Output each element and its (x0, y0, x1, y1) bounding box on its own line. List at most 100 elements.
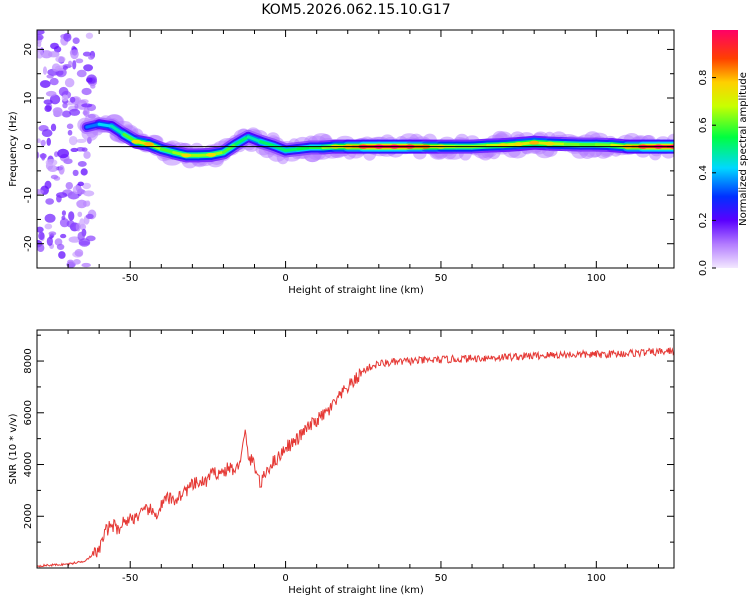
noise-blob (75, 222, 81, 232)
ridge-segment (85, 122, 101, 129)
y-tick-label: -10 (23, 187, 34, 203)
x-tick-label: 50 (435, 273, 448, 284)
y-tick-label: 20 (23, 43, 34, 56)
colorbar-tick-label: 0.0 (698, 260, 709, 276)
colorbar-gradient (712, 30, 738, 268)
noise-blob (61, 210, 66, 216)
noise-blob (61, 110, 72, 118)
noise-blob (75, 138, 87, 143)
ridge-segment (246, 135, 263, 144)
noise-blob (57, 148, 69, 159)
colorbar-ticks: 0.0 0.2 0.4 0.6 0.8 (698, 70, 716, 276)
noise-blob (50, 42, 59, 50)
noise-blob (83, 64, 94, 72)
noise-blob (82, 51, 92, 57)
noise-blob (77, 211, 83, 218)
noise-blob (44, 213, 56, 223)
noise-blob (68, 211, 75, 221)
noise-blob (81, 87, 92, 96)
x-tick-label: 0 (282, 573, 288, 584)
noise-blob (61, 215, 66, 220)
colorbar-label: Normalized spectral amplitude (738, 72, 749, 226)
ridge-peak (513, 142, 524, 147)
noise-blob (70, 49, 79, 60)
noise-blob (83, 107, 90, 117)
noise-blob (83, 190, 95, 197)
noise-blob (90, 83, 96, 89)
colorbar-tick-label: 0.6 (698, 117, 709, 133)
noise-blob (66, 123, 74, 130)
snr-x-ticks: -50 0 50 100 (36, 330, 659, 584)
noise-blob (80, 168, 88, 176)
noise-blob (83, 151, 91, 159)
noise-blob (37, 138, 41, 144)
noise-blob (44, 105, 52, 112)
ridge-segment (110, 124, 126, 136)
x-tick-label: 100 (587, 273, 606, 284)
spectrogram-panel: -50 0 50 100 -20 -10 0 10 20 Height of straight… (8, 29, 675, 296)
ridge-peak (143, 142, 154, 147)
colorbar-tick-label: 0.8 (698, 70, 709, 86)
noise-blob (56, 195, 62, 203)
y-tick-label: 8000 (23, 348, 34, 373)
noise-blob (51, 63, 61, 72)
ridge-segment (259, 140, 275, 148)
ridge-peak (131, 139, 142, 144)
noise-blob (64, 78, 75, 88)
snr-x-label: Height of straight line (km) (288, 585, 424, 596)
noise-blob (88, 55, 95, 60)
x-tick-label: 0 (282, 273, 288, 284)
noise-blob (85, 213, 94, 220)
ridge-segment (284, 147, 300, 152)
noise-blob (46, 137, 51, 146)
noise-blob (40, 139, 46, 147)
spectrogram-y-label: Frequency (Hz) (8, 111, 19, 187)
noise-blob (82, 182, 92, 190)
noise-blob (74, 249, 84, 257)
spectrogram-marks (37, 30, 674, 268)
noise-blob (44, 180, 52, 190)
noise-blob (42, 66, 48, 75)
snr-frame (36, 329, 675, 569)
noise-blob (49, 77, 59, 86)
snr-y-ticks: 2000 4000 6000 8000 (23, 334, 674, 543)
noise-blob (72, 169, 79, 177)
noise-blob (66, 220, 75, 228)
noise-blob (58, 165, 65, 175)
noise-blob (67, 129, 73, 136)
noise-blob (68, 60, 73, 67)
snr-panel: -50 0 50 100 2000 4000 6000 8000 Height of str… (8, 329, 675, 596)
x-tick-label: -50 (122, 573, 138, 584)
ridge-segment (97, 122, 114, 128)
noise-blob (68, 236, 81, 243)
noise-blob (38, 231, 45, 241)
noise-blob (61, 94, 69, 102)
noise-blob (75, 58, 84, 64)
noise-blob (45, 198, 55, 205)
x-tick-label: 100 (587, 573, 606, 584)
noise-blob (37, 30, 45, 35)
noise-blob (62, 65, 68, 70)
noise-blob (46, 236, 53, 246)
noise-blob (53, 107, 63, 117)
noise-blob (37, 226, 44, 233)
spectrogram-x-label: Height of straight line (km) (288, 285, 424, 296)
ridge-peak (544, 141, 555, 146)
y-tick-label: 2000 (23, 504, 34, 529)
ridge-segment (296, 146, 312, 151)
noise-blob (37, 189, 44, 195)
noise-blob (50, 123, 57, 132)
noise-blob (76, 69, 87, 78)
noise-blob (81, 147, 88, 152)
ridge-peak (181, 153, 192, 158)
noise-blob (45, 159, 58, 167)
spectrogram-y-ticks: -20 -10 0 10 20 (23, 43, 674, 269)
x-tick-label: -50 (122, 273, 138, 284)
ridge-peak (529, 140, 540, 145)
noise-blob (39, 80, 51, 88)
noise-blob (69, 108, 81, 116)
noise-blob (44, 223, 53, 230)
noise-blob (47, 51, 60, 58)
noise-blob (77, 160, 87, 167)
noise-blob (48, 231, 57, 236)
